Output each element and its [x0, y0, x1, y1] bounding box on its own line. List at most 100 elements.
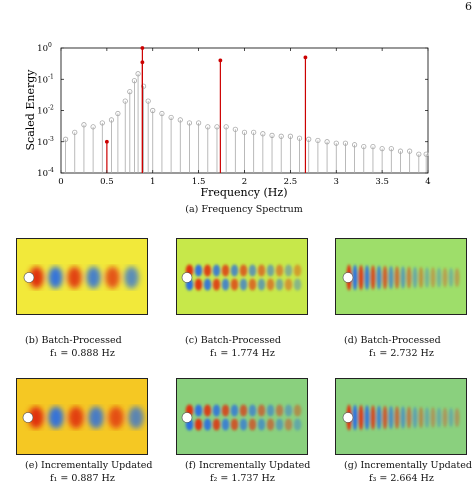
- positive-structure: [418, 406, 424, 429]
- positive-structure: [248, 418, 257, 431]
- positive-structure: [406, 266, 412, 289]
- mode-field-plot: [23, 266, 139, 289]
- peak-marker: [303, 55, 308, 60]
- negative-structure: [239, 278, 248, 291]
- negative-structure: [88, 406, 104, 429]
- negative-structure: [194, 264, 203, 277]
- negative-structure: [128, 406, 144, 429]
- x-tick-label: 2.5: [284, 177, 298, 187]
- positive-structure: [442, 267, 448, 288]
- mode-caption-label: (e) Incrementally Updated: [25, 460, 153, 471]
- positive-structure: [194, 278, 203, 291]
- negative-structure: [376, 265, 382, 290]
- background-point: [72, 129, 78, 135]
- negative-structure: [86, 266, 101, 289]
- negative-structure: [221, 278, 230, 291]
- x-axis-label: Frequency (Hz): [201, 186, 288, 199]
- negative-structure: [400, 266, 406, 289]
- background-point: [232, 126, 238, 132]
- mode-caption: (c) Batch-Processed f₁ = 1.774 Hz: [185, 334, 335, 360]
- background-point: [296, 135, 303, 141]
- negative-structure: [284, 404, 293, 417]
- mode-field-plot: [181, 264, 302, 291]
- positive-structure: [108, 406, 124, 429]
- negative-structure: [230, 264, 239, 277]
- x-tick-label: 0.5: [100, 177, 114, 187]
- background-point: [127, 89, 133, 95]
- negative-structure: [400, 406, 406, 429]
- positive-structure: [430, 407, 436, 428]
- mode-frequency: f₁ = 2.732 Hz: [369, 348, 434, 359]
- peak-marker: [218, 58, 223, 63]
- positive-structure: [194, 418, 203, 431]
- negative-structure: [352, 264, 358, 291]
- positive-structure: [418, 266, 424, 289]
- background-point: [388, 146, 394, 152]
- mode-field-image: [176, 378, 308, 455]
- positive-structure: [212, 278, 221, 291]
- positive-structure: [221, 404, 230, 417]
- negative-structure: [436, 407, 442, 428]
- background-point: [269, 132, 275, 138]
- negative-structure: [203, 418, 212, 431]
- background-point: [159, 110, 165, 117]
- positive-structure: [239, 264, 248, 277]
- background-point: [223, 124, 229, 130]
- background-point: [379, 146, 385, 152]
- mode-frequency: f₁ = 1.774 Hz: [210, 348, 275, 359]
- negative-structure: [376, 405, 382, 430]
- mode-caption: (d) Batch-Processed f₁ = 2.732 Hz: [344, 334, 474, 360]
- negative-structure: [221, 418, 230, 431]
- negative-structure: [124, 266, 139, 289]
- y-tick-exponent: -2: [48, 105, 54, 112]
- background-point: [315, 137, 321, 144]
- background-point: [131, 78, 137, 84]
- peak-marker: [140, 46, 145, 50]
- negative-structure: [266, 404, 275, 417]
- background-point: [397, 148, 404, 154]
- background-point: [115, 110, 121, 117]
- positive-structure: [68, 406, 84, 429]
- negative-structure: [412, 266, 418, 289]
- dominant-peaks: [104, 46, 308, 173]
- background-point: [287, 133, 293, 139]
- negative-structure: [448, 407, 454, 428]
- background-spectrum: [62, 71, 429, 173]
- positive-structure: [28, 406, 44, 429]
- x-tick-label: 3.5: [375, 177, 389, 187]
- mode-field-image: [335, 378, 467, 455]
- y-tick-exponent: -1: [48, 73, 54, 80]
- mode-frequency: f₃ = 2.664 Hz: [369, 473, 434, 484]
- positive-structure: [266, 418, 275, 431]
- positive-structure: [293, 264, 302, 277]
- negative-structure: [424, 267, 430, 288]
- negative-structure: [230, 404, 239, 417]
- positive-structure: [454, 408, 460, 427]
- negative-structure: [352, 404, 358, 431]
- peak-marker: [140, 60, 145, 65]
- background-point: [99, 120, 105, 126]
- y-tick-label: 10: [37, 138, 48, 148]
- spectrum-caption: (a) Frequency Spectrum: [185, 204, 303, 215]
- negative-structure: [248, 404, 257, 417]
- negative-structure: [48, 406, 64, 429]
- background-point: [214, 124, 220, 130]
- mode-field-plot: [342, 264, 460, 291]
- positive-structure: [221, 264, 230, 277]
- mode-field-image: [176, 238, 308, 315]
- positive-structure: [284, 278, 293, 291]
- negative-structure: [248, 264, 257, 277]
- background-point: [135, 71, 141, 77]
- mode-frequency: f₁ = 0.887 Hz: [50, 473, 115, 484]
- mode-caption-label: (g) Incrementally Updated: [344, 460, 472, 471]
- positive-structure: [394, 266, 400, 289]
- positive-structure: [248, 278, 257, 291]
- positive-structure: [394, 406, 400, 429]
- background-point: [351, 142, 358, 148]
- mode-caption: (g) Incrementally Updated f₃ = 2.664 Hz: [344, 459, 474, 485]
- cylinder-body: [342, 272, 354, 283]
- positive-structure: [203, 264, 212, 277]
- positive-structure: [293, 404, 302, 417]
- page-number: 6: [465, 0, 472, 13]
